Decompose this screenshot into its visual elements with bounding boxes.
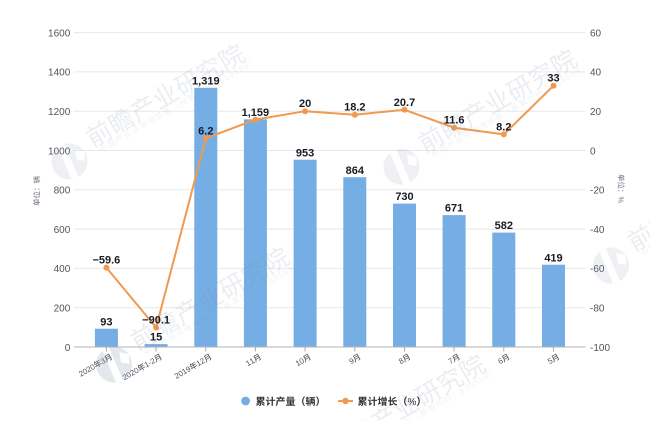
svg-text:20: 20 [590,107,602,118]
svg-text:−90.1: −90.1 [142,315,170,327]
svg-text:800: 800 [54,186,71,197]
svg-text:419: 419 [544,252,562,264]
svg-text:1,319: 1,319 [192,75,220,87]
svg-text:33: 33 [547,73,559,85]
svg-text:8.2: 8.2 [496,121,511,133]
svg-text:1000: 1000 [48,146,71,157]
svg-text:0: 0 [590,146,596,157]
svg-text:1200: 1200 [48,107,71,118]
svg-text:−59.6: −59.6 [92,255,120,267]
svg-text:730: 730 [395,191,413,203]
svg-text:671: 671 [445,203,463,215]
svg-text:864: 864 [346,165,365,177]
svg-text:20.7: 20.7 [394,97,415,109]
svg-text:15: 15 [150,332,162,344]
svg-text:200: 200 [54,304,71,315]
svg-text:-80: -80 [590,304,605,315]
svg-text:11.6: 11.6 [444,115,465,127]
svg-text:6.2: 6.2 [198,125,213,137]
svg-text:-20: -20 [590,186,605,197]
svg-text:582: 582 [495,220,513,232]
svg-text:93: 93 [100,316,112,328]
svg-text:40: 40 [590,68,602,79]
svg-text:20: 20 [299,98,311,110]
svg-text:1600: 1600 [48,28,71,39]
svg-text:-40: -40 [590,225,605,236]
svg-text:1400: 1400 [48,68,71,79]
svg-text:-100: -100 [590,343,610,354]
svg-text:18.2: 18.2 [344,102,365,114]
svg-text:400: 400 [54,264,71,275]
svg-text:953: 953 [296,147,314,159]
svg-text:60: 60 [590,28,602,39]
svg-text:600: 600 [54,225,71,236]
svg-text:0: 0 [65,343,71,354]
svg-text:-60: -60 [590,264,605,275]
svg-text:1,159: 1,159 [242,107,270,119]
